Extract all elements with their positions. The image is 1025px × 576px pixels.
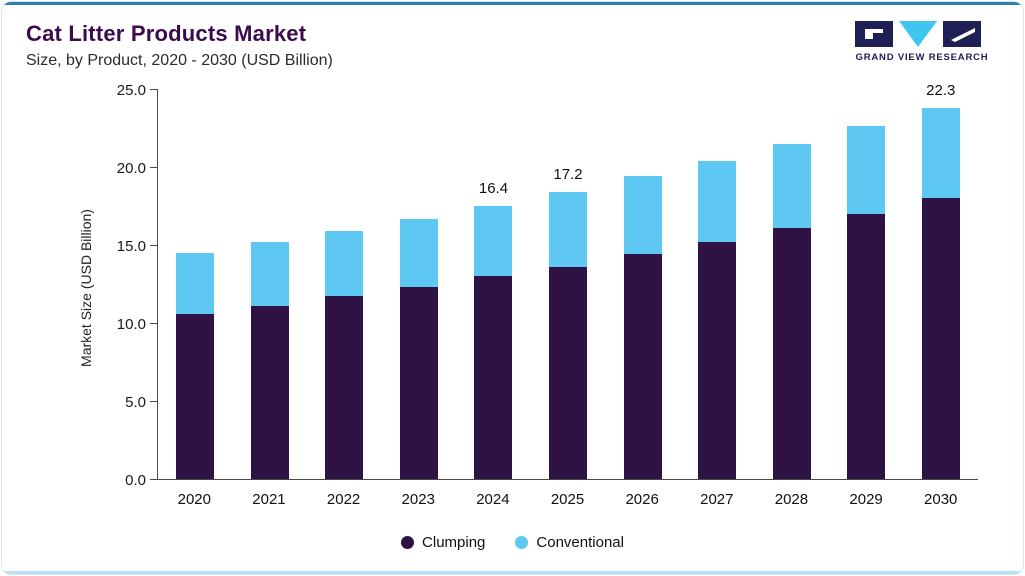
stacked-bar-2023	[399, 218, 438, 479]
bar-segment-clumping	[250, 305, 289, 479]
bar-column-2020	[158, 252, 233, 479]
bar-column-2023	[382, 218, 457, 479]
bar-segment-conventional	[250, 241, 289, 306]
x-tick-label-2025: 2025	[550, 491, 585, 508]
bar-segment-clumping	[176, 313, 215, 479]
stacked-bar-2020	[176, 252, 215, 479]
bar-segment-conventional	[921, 107, 960, 199]
stacked-bar-2027	[698, 160, 737, 479]
y-axis-title: Market Size (USD Billion)	[78, 209, 94, 367]
bar-segment-clumping	[549, 266, 587, 479]
bar-column-2030: 22.3	[903, 82, 978, 479]
legend: Clumping Conventional	[2, 528, 1023, 563]
bar-segment-clumping	[772, 227, 811, 479]
bar-segment-conventional	[698, 160, 737, 242]
y-tick-mark	[150, 478, 158, 480]
plot-area: 0.0 5.0 10.0 15.0 20.0 25.0 16.4 17.2 22.3	[117, 82, 978, 489]
bar-segment-clumping	[847, 213, 886, 479]
bar-value-label: 17.2	[553, 165, 583, 183]
legend-label: Clumping	[422, 534, 486, 551]
chart-title: Cat Litter Products Market	[26, 21, 307, 46]
bar-segment-conventional	[399, 218, 438, 288]
x-tick-label-2024: 2024	[476, 491, 510, 508]
bar-column-2024: 16.4	[456, 180, 531, 479]
bar-segment-conventional	[847, 126, 886, 214]
logo-wordmark: GRAND VIEW RESEARCH	[856, 52, 989, 63]
y-tick-mark	[150, 244, 158, 246]
stacked-bar-2025: 17.2	[549, 166, 587, 479]
top-accent-rule	[2, 2, 1023, 5]
x-tick-label-2021: 2021	[252, 491, 286, 508]
bar-segment-conventional	[176, 252, 215, 314]
bar-segment-clumping	[623, 254, 662, 479]
bar-segment-conventional	[623, 176, 662, 255]
x-tick-label-2028: 2028	[774, 491, 809, 508]
bar-column-2029	[829, 126, 904, 479]
legend-dot-icon	[515, 536, 529, 549]
x-tick-label-2029: 2029	[849, 491, 883, 508]
y-tick-mark	[150, 88, 158, 90]
stacked-bar-2022	[325, 230, 364, 479]
chart-header: Cat Litter Products Market Size, by Prod…	[2, 5, 1023, 70]
bar-value-label: 22.3	[926, 81, 956, 99]
bar-segment-clumping	[399, 287, 438, 479]
x-tick-label-2022: 2022	[326, 491, 361, 508]
x-tick-label-2023: 2023	[401, 491, 435, 508]
bar-column-2027	[680, 160, 755, 479]
y-tick-mark	[150, 400, 158, 402]
y-tick-label: 15.0	[116, 238, 146, 255]
y-tick-label: 25.0	[116, 82, 146, 99]
x-tick-label-2027: 2027	[700, 491, 734, 508]
legend-item-clumping: Clumping	[401, 534, 485, 551]
bar-segment-conventional	[474, 206, 513, 277]
bar-segment-conventional	[325, 230, 364, 297]
legend-label: Conventional	[536, 534, 624, 551]
y-tick-label: 0.0	[125, 472, 146, 489]
legend-item-conventional: Conventional	[515, 534, 624, 551]
bar-column-2026	[605, 176, 680, 479]
y-tick-label: 5.0	[125, 394, 146, 411]
y-tick-label: 10.0	[116, 316, 146, 333]
grand-view-research-logo: GRAND VIEW RESEARCH	[847, 21, 997, 68]
x-axis-labels: 2020 2021 2022 2023 2024 2025 2026 2027 2028 2029…	[157, 481, 978, 508]
bar-segment-clumping	[921, 198, 960, 479]
logo-graphic: GRAND VIEW RESEARCH	[855, 21, 989, 63]
bar-segment-conventional	[549, 191, 587, 267]
bar-column-2021	[233, 241, 308, 479]
chart-region: Market Size (USD Billion) 0.0 5.0 10.0 15.0…	[2, 76, 1023, 528]
stacked-bar-2028	[772, 143, 811, 479]
bottom-accent-rule	[2, 571, 1023, 574]
bar-column-2028	[754, 143, 829, 479]
bar-segment-clumping	[325, 296, 364, 479]
x-tick-label-2026: 2026	[625, 491, 659, 508]
x-tick-label-2020: 2020	[177, 491, 211, 508]
bar-segment-clumping	[474, 276, 513, 479]
y-tick-mark	[150, 322, 158, 324]
y-tick-mark	[150, 166, 158, 168]
bar-value-label: 16.4	[478, 180, 509, 198]
y-tick-label: 20.0	[116, 160, 146, 177]
bar-segment-conventional	[772, 143, 811, 228]
bar-column-2025: 17.2	[531, 166, 606, 479]
chart-subtitle: Size, by Product, 2020 - 2030 (USD Billi…	[26, 52, 333, 69]
stacked-bar-2026	[623, 176, 662, 479]
stacked-bar-2029	[847, 126, 886, 479]
stacked-bar-2021	[250, 241, 289, 479]
stacked-bar-2024: 16.4	[474, 180, 513, 479]
x-tick-label-2030: 2030	[924, 491, 958, 508]
bar-segment-clumping	[698, 241, 737, 479]
bar-column-2022	[307, 230, 382, 479]
stacked-bar-2030: 22.3	[921, 82, 960, 479]
legend-dot-icon	[401, 536, 415, 549]
bar-columns: 16.4 17.2 22.3	[158, 82, 978, 479]
